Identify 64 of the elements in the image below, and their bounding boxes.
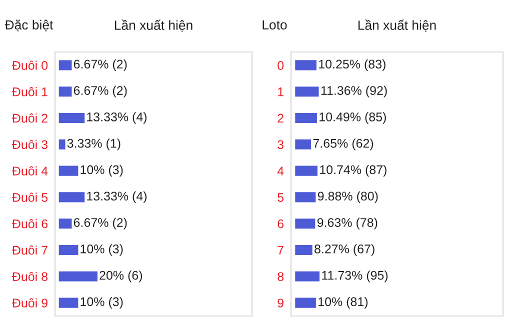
y-tick-label: Đuôi 4 (12, 166, 48, 176)
y-tick-label: 3 (278, 140, 284, 150)
data-label: 10% (3) (80, 164, 123, 177)
y-tick-label: Đuôi 0 (12, 60, 48, 70)
y-tick-label: 2 (278, 114, 284, 123)
data-label: 10.25% (83) (319, 59, 386, 72)
bar (58, 218, 72, 229)
data-label: 13.33% (4) (87, 191, 147, 204)
data-label: 10.74% (87) (320, 164, 386, 177)
bar (58, 298, 78, 308)
bar (295, 112, 317, 124)
data-label: 6.67% (2) (74, 218, 127, 230)
y-tick-label: 6 (278, 219, 284, 228)
data-label: 20% (6) (100, 270, 142, 282)
data-label: 9.88% (80) (318, 191, 378, 204)
bar (58, 86, 72, 97)
y-tick-label: Đuôi 2 (12, 113, 48, 123)
data-label: 10% (3) (80, 244, 123, 256)
data-label: 7.65% (62) (313, 138, 374, 150)
data-label: 11.36% (92) (321, 86, 387, 98)
y-tick-label: Đuôi 9 (12, 298, 48, 308)
y-axis-title: Loto (262, 20, 287, 30)
y-tick-label: Đuôi 7 (12, 245, 48, 255)
y-tick-label: 0 (278, 61, 284, 70)
data-label: 11.73% (95) (322, 270, 388, 282)
bar (295, 271, 320, 282)
data-label: 9.63% (78) (317, 218, 378, 230)
y-tick-label: Đuôi 1 (12, 87, 48, 96)
y-tick-label: Đuôi 5 (12, 192, 48, 202)
y-tick-label: 7 (278, 246, 284, 255)
bar (295, 218, 316, 229)
y-tick-label: 4 (277, 166, 284, 176)
x-axis-title: Lần xuất hiện (114, 20, 192, 32)
bar (58, 139, 66, 150)
bar (295, 60, 316, 70)
bar (58, 166, 78, 176)
bar (295, 166, 318, 176)
data-label: 10% (81) (318, 296, 368, 309)
bar (58, 271, 98, 282)
data-label: 6.67% (2) (74, 59, 127, 72)
bar (295, 192, 316, 202)
data-label: 3.33% (1) (67, 138, 120, 150)
bar (295, 139, 312, 150)
bar (295, 244, 312, 256)
y-tick-label: 5 (278, 193, 284, 202)
bar (58, 244, 78, 256)
data-label: 10% (3) (80, 296, 123, 309)
y-tick-label: 1 (278, 88, 284, 96)
y-tick-label: 8 (278, 272, 284, 282)
data-label: 10.49% (85) (320, 112, 386, 124)
y-tick-label: 9 (278, 298, 284, 308)
bar (295, 86, 319, 97)
bar (58, 60, 72, 70)
data-label: 6.67% (2) (74, 86, 127, 98)
x-axis-title: Lần xuất hiện (358, 20, 436, 32)
y-axis-title: Đặc biệt (4, 20, 54, 32)
y-tick-label: Đuôi 6 (12, 219, 48, 228)
bar (295, 298, 316, 308)
bar (58, 192, 85, 202)
data-label: 8.27% (67) (314, 244, 374, 256)
y-tick-label: Đuôi 3 (12, 140, 48, 150)
bar (58, 112, 85, 124)
y-tick-label: Đuôi 8 (12, 272, 48, 282)
data-label: 13.33% (4) (87, 112, 147, 124)
